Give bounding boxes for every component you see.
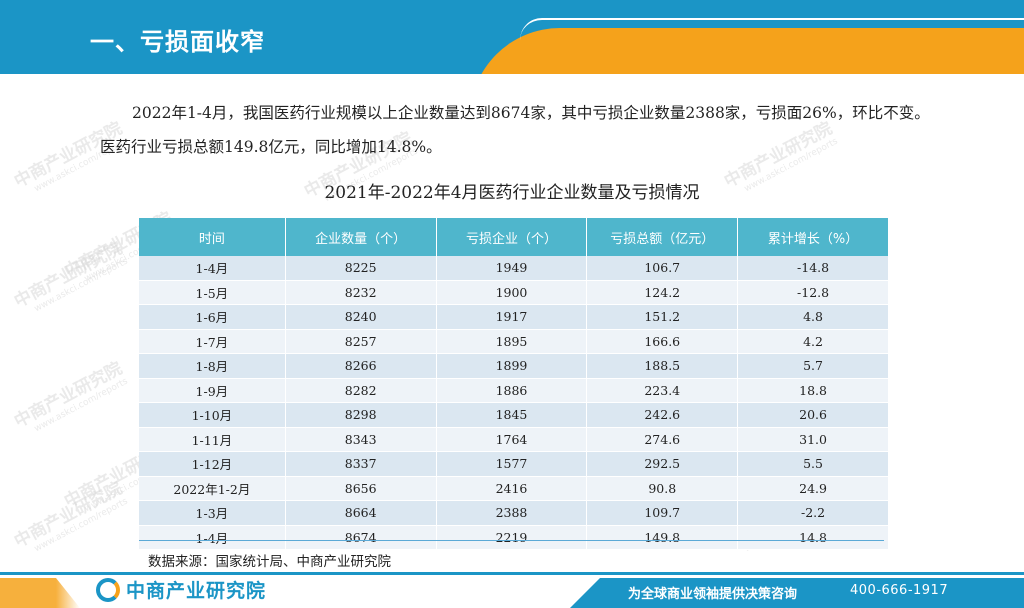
- table-cell: 1899: [436, 354, 588, 379]
- table-cell: 8343: [285, 427, 437, 452]
- table-cell: 5.5: [738, 452, 888, 477]
- table-cell: 8337: [285, 452, 437, 477]
- footer-bar-slant: [570, 578, 600, 608]
- table-row: 1-12月 8337 1577 292.5 5.5: [139, 452, 888, 477]
- table-cell: 1949: [436, 256, 588, 281]
- table-cell: 242.6: [587, 403, 739, 428]
- table-cell: 1886: [436, 378, 588, 403]
- logo-icon: [96, 577, 120, 602]
- table-cell: 8664: [285, 501, 437, 526]
- header-white-curve: [520, 18, 1024, 40]
- data-source: 数据来源：国家统计局、中商产业研究院: [148, 554, 391, 570]
- table-cell: 14.8: [738, 525, 888, 550]
- table-cell: 1917: [436, 305, 588, 330]
- table-cell: 8282: [285, 378, 437, 403]
- table-cell: 109.7: [587, 501, 739, 526]
- table-row: 1-4月 8225 1949 106.7 -14.8: [139, 256, 888, 281]
- footer-bar: [570, 578, 1024, 608]
- table-row: 1-6月 8240 1917 151.2 4.8: [139, 305, 888, 330]
- table-cell: 1764: [436, 427, 588, 452]
- table-cell: 31.0: [738, 427, 888, 452]
- table-cell: 2416: [436, 476, 588, 501]
- table-cell: 106.7: [587, 256, 739, 281]
- table-cell: 1-6月: [139, 305, 286, 330]
- table-cell: 1-11月: [139, 427, 286, 452]
- column-header: 亏损总额（亿元）: [587, 218, 739, 256]
- table-cell: 8656: [285, 476, 437, 501]
- table-cell: 1-4月: [139, 256, 286, 281]
- footer-left-accent: [0, 578, 80, 608]
- table-cell: 4.2: [738, 329, 888, 354]
- company-logo: 中商产业研究院: [96, 576, 266, 603]
- table-cell: 1577: [436, 452, 588, 477]
- column-header: 累计增长（%）: [738, 218, 888, 256]
- table-row: 1-3月 8664 2388 109.7 -2.2: [139, 501, 888, 526]
- table-cell: 1845: [436, 403, 588, 428]
- table-row: 1-7月 8257 1895 166.6 4.2: [139, 329, 888, 354]
- table-cell: 2022年1-2月: [139, 476, 286, 501]
- table-cell: 292.5: [587, 452, 739, 477]
- header-banner: 一、亏损面收窄: [0, 0, 1024, 74]
- page-title: 一、亏损面收窄: [90, 28, 265, 56]
- table-header-row: 时间 企业数量（个） 亏损企业（个） 亏损总额（亿元） 累计增长（%）: [139, 218, 888, 256]
- summary-paragraph: 2022年1-4月，我国医药行业规模以上企业数量达到8674家，其中亏损企业数量…: [100, 104, 930, 156]
- column-header: 时间: [139, 218, 286, 256]
- table-title: 2021年-2022年4月医药行业企业数量及亏损情况: [324, 183, 700, 203]
- table-cell: 2219: [436, 525, 588, 550]
- table-cell: 223.4: [587, 378, 739, 403]
- footer-phone: 400-666-1917: [850, 583, 949, 598]
- table-cell: 4.8: [738, 305, 888, 330]
- table-cell: 124.2: [587, 280, 739, 305]
- table-cell: 8232: [285, 280, 437, 305]
- table-cell: 1-8月: [139, 354, 286, 379]
- data-table: 时间 企业数量（个） 亏损企业（个） 亏损总额（亿元） 累计增长（%） 1-4月 8225…: [139, 218, 888, 550]
- table-cell: 1900: [436, 280, 588, 305]
- table-cell: 1-3月: [139, 501, 286, 526]
- table-cell: 149.8: [587, 525, 739, 550]
- logo-text: 中商产业研究院: [126, 580, 267, 602]
- table-cell: 188.5: [587, 354, 739, 379]
- table-cell: 8257: [285, 329, 437, 354]
- table-cell: 8674: [285, 525, 437, 550]
- table-cell: 5.7: [738, 354, 888, 379]
- footer-divider: [0, 572, 1024, 575]
- footer-slogan: 为全球商业领袖提供决策咨询: [628, 587, 798, 602]
- table-cell: 20.6: [738, 403, 888, 428]
- source-divider: [139, 540, 884, 541]
- table-row: 1-10月 8298 1845 242.6 20.6: [139, 403, 888, 428]
- table-cell: 90.8: [587, 476, 739, 501]
- table-cell: 1-4月: [139, 525, 286, 550]
- table-cell: 8225: [285, 256, 437, 281]
- table-row: 1-5月 8232 1900 124.2 -12.8: [139, 280, 888, 305]
- table-cell: 1-12月: [139, 452, 286, 477]
- table-cell: 1-10月: [139, 403, 286, 428]
- table-cell: 2388: [436, 501, 588, 526]
- table-cell: 8266: [285, 354, 437, 379]
- table-row: 1-4月 8674 2219 149.8 14.8: [139, 525, 888, 550]
- table-row: 2022年1-2月 8656 2416 90.8 24.9: [139, 476, 888, 501]
- table-cell: 8298: [285, 403, 437, 428]
- table-cell: 24.9: [738, 476, 888, 501]
- table-cell: 1895: [436, 329, 588, 354]
- table-cell: -12.8: [738, 280, 888, 305]
- table-cell: 1-5月: [139, 280, 286, 305]
- table-cell: 18.8: [738, 378, 888, 403]
- table-cell: 274.6: [587, 427, 739, 452]
- table-cell: 1-7月: [139, 329, 286, 354]
- table-row: 1-11月 8343 1764 274.6 31.0: [139, 427, 888, 452]
- table-cell: -14.8: [738, 256, 888, 281]
- table-cell: 166.6: [587, 329, 739, 354]
- column-header: 亏损企业（个）: [436, 218, 588, 256]
- table-cell: 8240: [285, 305, 437, 330]
- table-cell: 1-9月: [139, 378, 286, 403]
- column-header: 企业数量（个）: [285, 218, 437, 256]
- table-row: 1-9月 8282 1886 223.4 18.8: [139, 378, 888, 403]
- table-row: 1-8月 8266 1899 188.5 5.7: [139, 354, 888, 379]
- table-cell: -2.2: [738, 501, 888, 526]
- table-body: 1-4月 8225 1949 106.7 -14.8 1-5月 8232 1900 124.2-…: [139, 256, 888, 550]
- table-cell: 151.2: [587, 305, 739, 330]
